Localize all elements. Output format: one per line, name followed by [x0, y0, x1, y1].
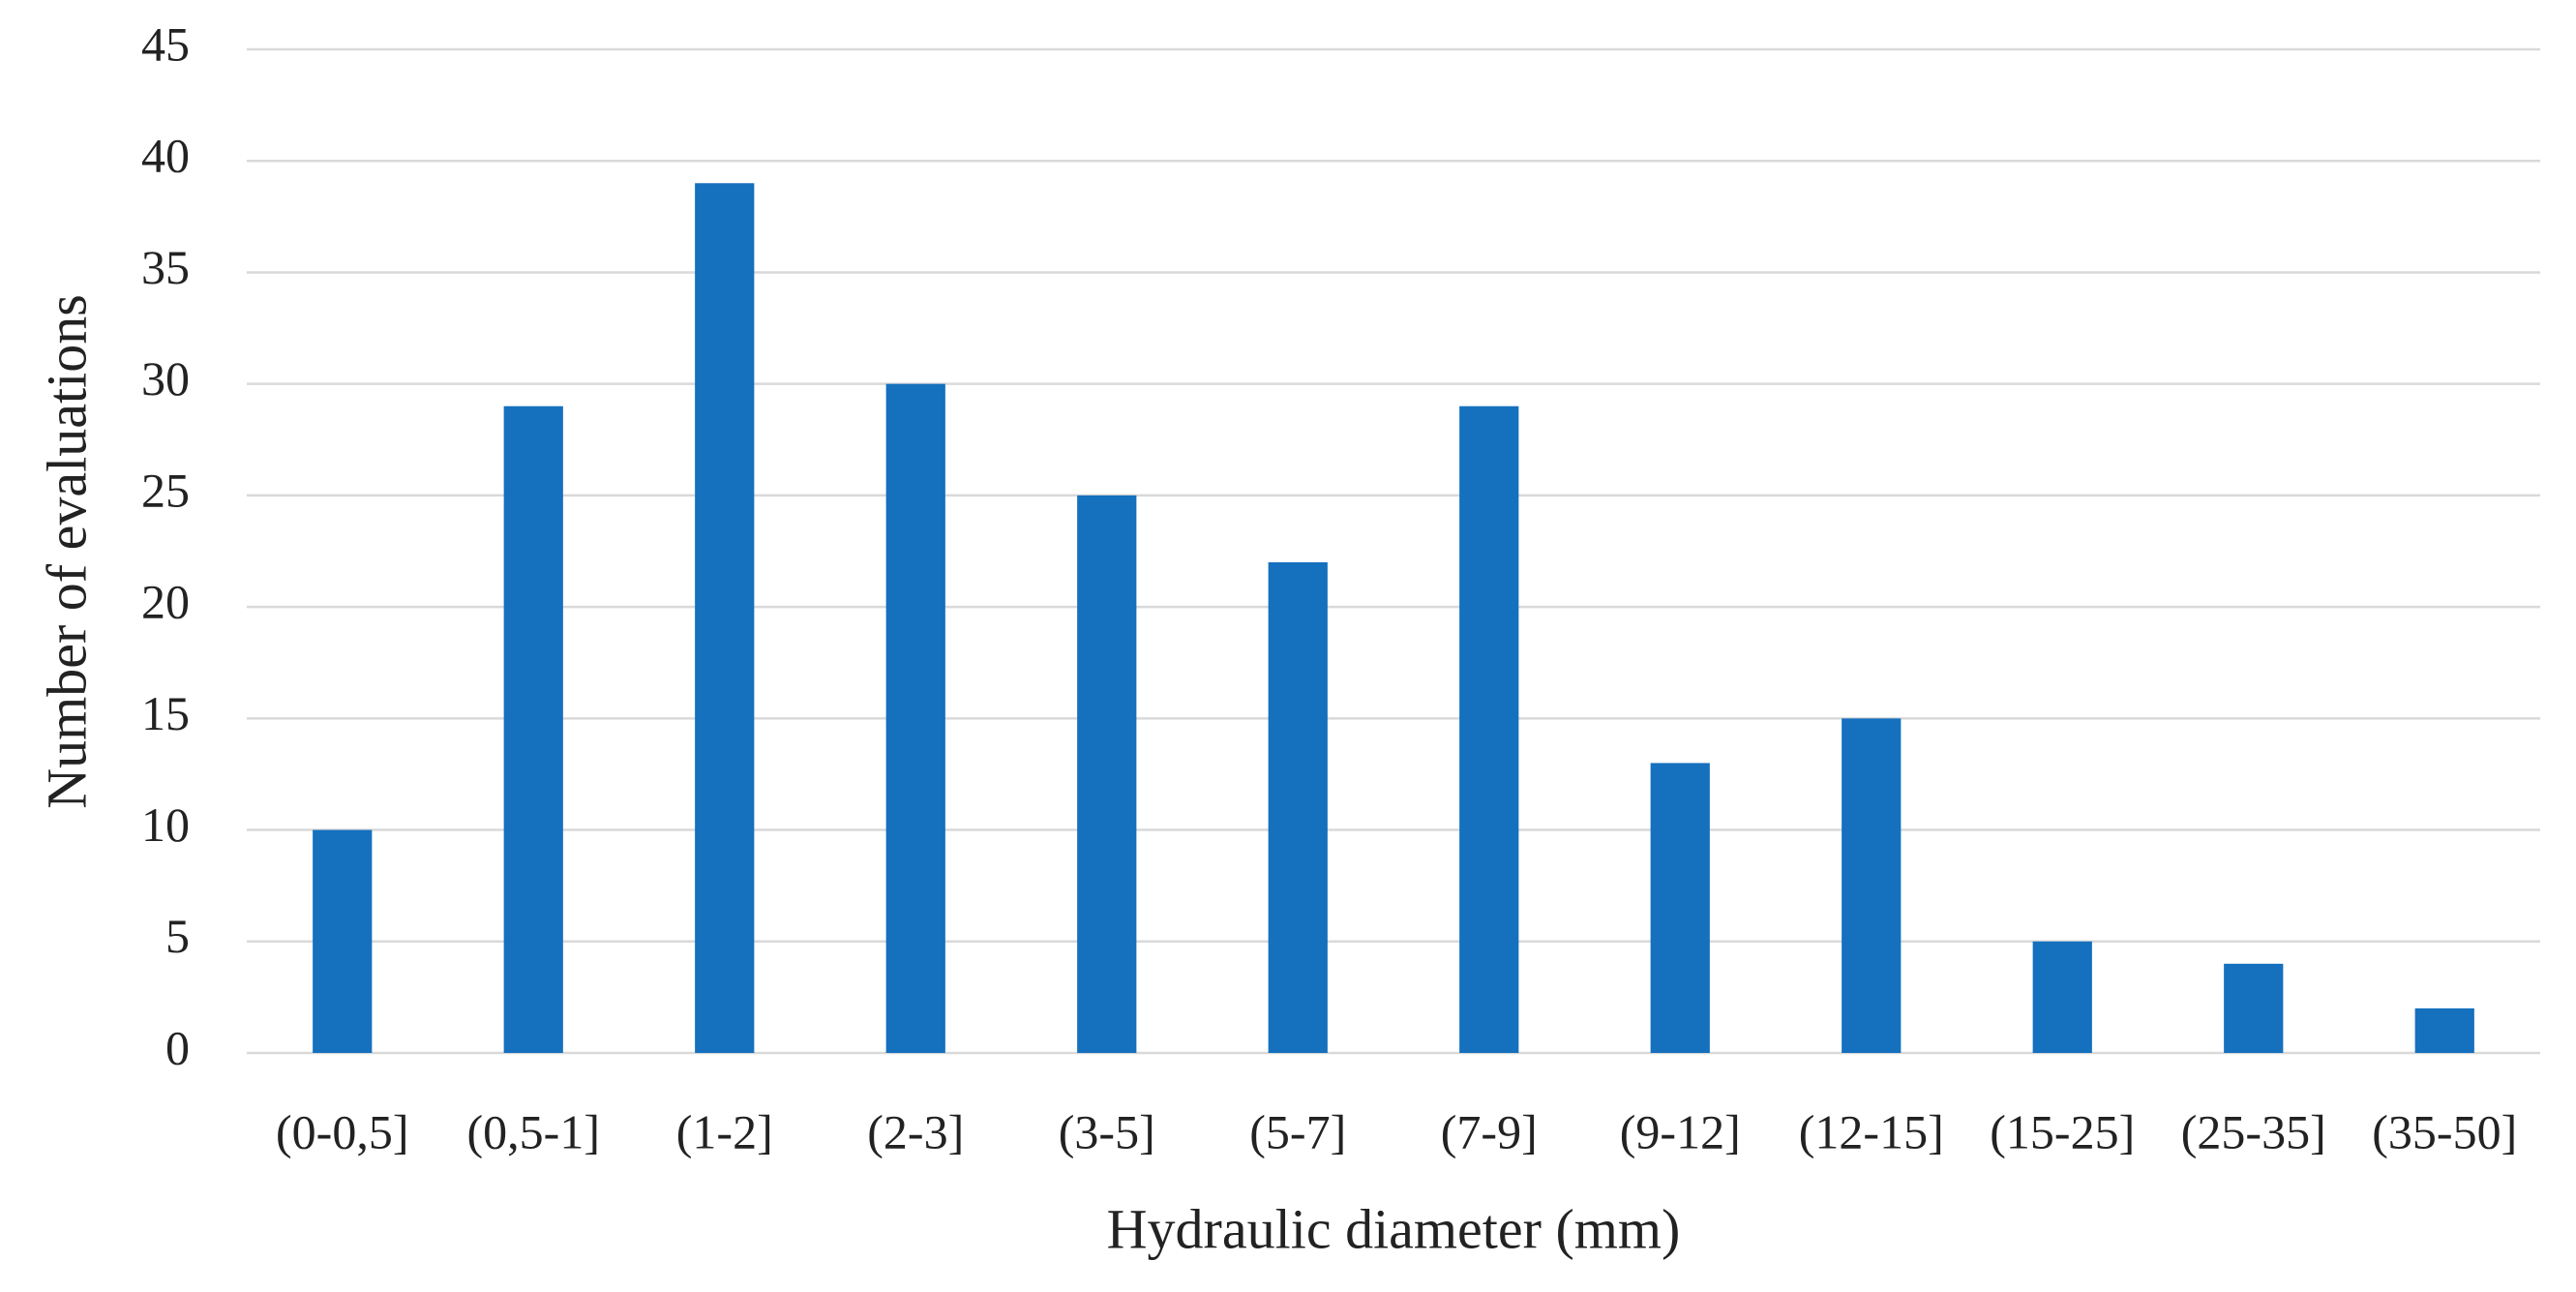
bar	[1268, 562, 1328, 1053]
bar	[2224, 963, 2284, 1053]
x-tick-label: (1-2]	[676, 1104, 773, 1158]
bar	[1650, 763, 1710, 1053]
x-tick-label: (3-5]	[1059, 1104, 1155, 1158]
y-tick-label: 0	[165, 1020, 190, 1074]
x-tick-label: (0-0,5]	[276, 1104, 408, 1158]
y-axis-title: Number of evaluations	[35, 294, 98, 809]
bar	[503, 406, 563, 1053]
x-tick-label: (35-50]	[2372, 1104, 2517, 1158]
bar	[1842, 718, 1902, 1053]
x-tick-label: (9-12]	[1620, 1104, 1741, 1158]
y-tick-label: 30	[141, 351, 190, 406]
y-tick-label: 20	[141, 575, 190, 629]
x-axis-title: Hydraulic diameter (mm)	[1107, 1197, 1681, 1260]
bar	[695, 183, 755, 1053]
y-tick-label: 40	[141, 129, 190, 183]
x-tick-label: (2-3]	[867, 1104, 964, 1158]
y-tick-label: 15	[141, 686, 190, 740]
x-tick-label: (25-35]	[2181, 1104, 2326, 1158]
y-tick-label: 35	[141, 240, 190, 294]
x-tick-label: (15-25]	[1990, 1104, 2135, 1158]
bar	[1459, 406, 1519, 1053]
bar	[885, 383, 945, 1054]
bar	[2414, 1007, 2474, 1053]
x-tick-label: (12-15]	[1799, 1104, 1944, 1158]
y-tick-label: 5	[165, 909, 190, 963]
bar	[2032, 941, 2092, 1053]
bar	[1077, 495, 1137, 1053]
x-tick-label: (7-9]	[1441, 1104, 1538, 1158]
y-tick-label: 25	[141, 463, 190, 517]
x-tick-label: (5-7]	[1249, 1104, 1346, 1158]
y-tick-label: 45	[141, 16, 190, 71]
x-tick-label: (0,5-1]	[467, 1104, 600, 1158]
y-tick-label: 10	[141, 797, 190, 852]
bar	[313, 829, 373, 1053]
